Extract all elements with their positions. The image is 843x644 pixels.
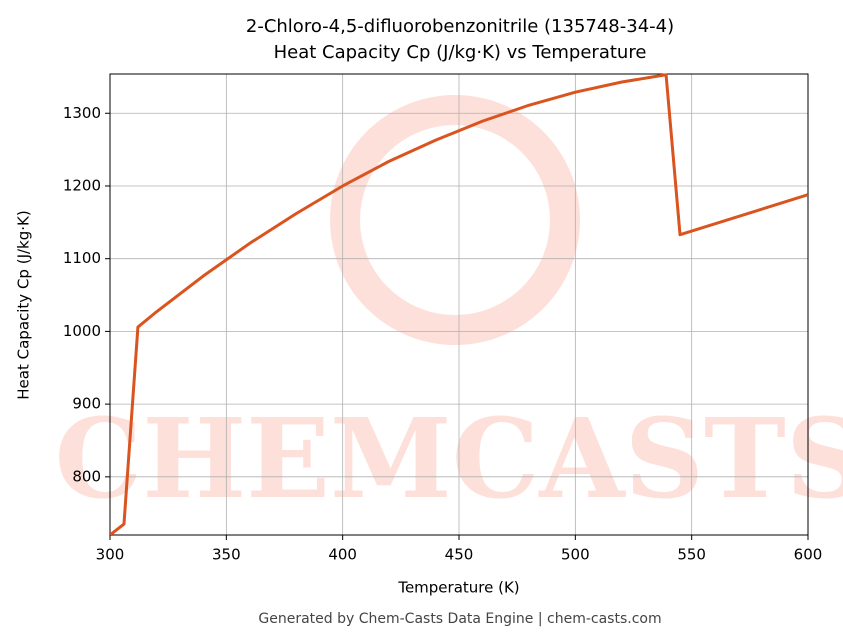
y-tick-label: 1300 xyxy=(63,104,101,122)
y-tick-label: 1000 xyxy=(63,322,101,340)
x-tick-label: 350 xyxy=(212,546,241,564)
watermark-logo xyxy=(330,95,580,345)
x-tick-label: 400 xyxy=(328,546,357,564)
x-axis-label: Temperature (K) xyxy=(397,579,519,597)
y-tick-label: 800 xyxy=(72,467,101,485)
x-tick-label: 300 xyxy=(96,546,125,564)
chart-subtitle: Heat Capacity Cp (J/kg·K) vs Temperature xyxy=(274,42,647,63)
footer: Generated by Chem-Casts Data Engine | ch… xyxy=(258,611,661,627)
x-tick-label: 600 xyxy=(794,546,823,564)
y-tick-label: 900 xyxy=(72,395,101,413)
plot-frame xyxy=(109,73,809,536)
y-axis-label: Heat Capacity Cp (J/kg·K) xyxy=(15,210,33,399)
watermark: CHEMCASTS xyxy=(55,394,843,523)
data-line xyxy=(110,73,808,535)
chart-title: 2-Chloro-4,5-difluorobenzonitrile (13574… xyxy=(246,16,674,37)
x-tick-label: 450 xyxy=(445,546,474,564)
x-tick-label: 550 xyxy=(677,546,706,564)
y-tick-label: 1200 xyxy=(63,176,101,194)
y-tick-label: 1100 xyxy=(63,249,101,267)
x-tick-label: 500 xyxy=(561,546,590,564)
